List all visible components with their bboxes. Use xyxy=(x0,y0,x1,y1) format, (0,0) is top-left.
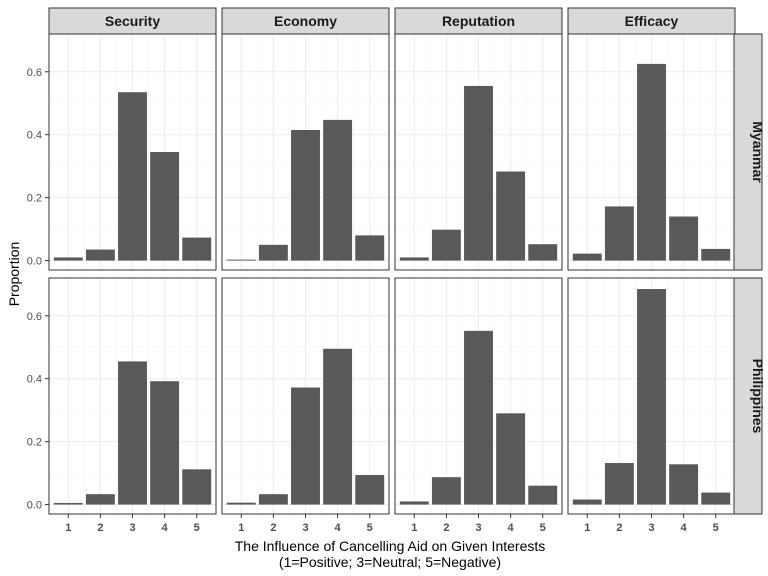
x-tick-label: 2 xyxy=(616,522,622,534)
x-tick-label: 3 xyxy=(648,522,654,534)
column-strip-reputation xyxy=(394,7,563,35)
bar-philippines-efficacy-5 xyxy=(701,492,731,505)
bar-myanmar-reputation-5 xyxy=(528,244,558,261)
y-tick-label: 0.4 xyxy=(27,374,42,386)
bar-myanmar-security-1 xyxy=(53,257,83,261)
panel-myanmar-efficacy xyxy=(567,33,736,271)
bar-myanmar-efficacy-4 xyxy=(669,216,699,261)
bar-philippines-security-3 xyxy=(118,361,147,505)
x-tick-label: 1 xyxy=(65,522,71,534)
panel-philippines-security xyxy=(48,277,217,515)
bar-philippines-security-2 xyxy=(85,494,115,505)
bar-philippines-security-5 xyxy=(182,469,212,505)
y-tick-label: 0.0 xyxy=(27,256,42,268)
x-axis-title-line1: The Influence of Cancelling Aid on Given… xyxy=(235,538,546,554)
column-strip-efficacy xyxy=(567,7,736,35)
strips-layer: Security Economy Reputation Efficacy Myanmar… xyxy=(48,7,766,515)
bar-philippines-reputation-1 xyxy=(399,501,429,505)
panel-myanmar-reputation xyxy=(394,33,563,271)
x-tick-label: 2 xyxy=(270,522,276,534)
x-tick-label: 2 xyxy=(97,522,103,534)
x-tick-label: 4 xyxy=(681,522,688,534)
bar-philippines-reputation-3 xyxy=(464,330,493,505)
y-tick-label: 0.2 xyxy=(27,437,42,449)
column-strip-security xyxy=(48,7,217,35)
column-strip-label-economy: Economy xyxy=(274,13,337,29)
bar-philippines-efficacy-1 xyxy=(572,499,602,505)
x-tick-label: 4 xyxy=(162,522,169,534)
bar-philippines-reputation-4 xyxy=(496,413,526,505)
bar-myanmar-economy-2 xyxy=(258,244,288,261)
panel-myanmar-security xyxy=(48,33,217,271)
column-strip-label-security: Security xyxy=(105,13,160,29)
bar-myanmar-efficacy-3 xyxy=(637,63,666,261)
column-strip-label-efficacy: Efficacy xyxy=(625,13,679,29)
panel-myanmar-economy xyxy=(221,33,390,271)
bar-philippines-reputation-5 xyxy=(528,485,558,505)
y-tick-label: 0.4 xyxy=(27,130,42,142)
x-tick-label: 1 xyxy=(411,522,417,534)
bar-myanmar-security-3 xyxy=(118,92,147,261)
row-strip-label-myanmar: Myanmar xyxy=(750,121,766,183)
x-axis-title-line2: (1=Positive; 3=Neutral; 5=Negative) xyxy=(279,554,501,570)
bar-myanmar-economy-1 xyxy=(226,259,256,261)
x-tick-label: 5 xyxy=(194,522,200,534)
y-axis-title: Proportion xyxy=(6,242,22,307)
bar-myanmar-reputation-3 xyxy=(464,85,493,261)
panels-layer xyxy=(48,33,736,515)
bar-philippines-economy-4 xyxy=(323,348,353,505)
bar-myanmar-reputation-2 xyxy=(431,229,461,261)
bar-philippines-economy-2 xyxy=(258,494,288,505)
bar-myanmar-economy-4 xyxy=(323,119,353,261)
bar-myanmar-reputation-4 xyxy=(496,171,526,261)
bar-myanmar-efficacy-1 xyxy=(572,253,602,261)
axes-layer: 0.0 0.2 0.4 0.6 0.0 0.2 0.4 0.6 1 2 3 4 5 1 2 3 4 5 1 2 3 4 5 1… xyxy=(27,67,719,534)
column-strip-label-reputation: Reputation xyxy=(442,13,515,29)
bar-myanmar-security-4 xyxy=(150,152,180,261)
panel-philippines-reputation xyxy=(394,277,563,515)
x-tick-label: 3 xyxy=(475,522,481,534)
bar-philippines-security-4 xyxy=(150,381,180,505)
panel-philippines-economy xyxy=(221,277,390,515)
column-strip-economy xyxy=(221,7,390,35)
bar-philippines-economy-5 xyxy=(355,474,385,505)
bar-myanmar-reputation-1 xyxy=(399,257,429,261)
x-tick-label: 5 xyxy=(540,522,546,534)
x-tick-label: 2 xyxy=(443,522,449,534)
bar-myanmar-security-5 xyxy=(182,237,212,261)
bar-myanmar-economy-5 xyxy=(355,235,385,261)
bar-myanmar-security-2 xyxy=(85,249,115,261)
y-tick-label: 0.0 xyxy=(27,500,42,512)
row-strip-label-philippines: Philippines xyxy=(750,359,766,434)
bar-philippines-economy-1 xyxy=(226,502,256,505)
y-tick-label: 0.2 xyxy=(27,193,42,205)
bar-philippines-economy-3 xyxy=(291,387,320,505)
x-tick-label: 4 xyxy=(335,522,342,534)
panel-philippines-efficacy xyxy=(567,277,736,515)
x-tick-label: 4 xyxy=(508,522,515,534)
bar-myanmar-economy-3 xyxy=(291,129,320,261)
bar-philippines-security-1 xyxy=(53,502,83,505)
x-tick-label: 5 xyxy=(367,522,373,534)
bar-philippines-reputation-2 xyxy=(431,477,461,505)
bar-myanmar-efficacy-5 xyxy=(701,248,731,261)
x-tick-label: 1 xyxy=(584,522,590,534)
x-tick-label: 3 xyxy=(302,522,308,534)
x-tick-label: 5 xyxy=(713,522,719,534)
x-tick-label: 1 xyxy=(238,522,244,534)
bar-myanmar-efficacy-2 xyxy=(604,206,634,261)
bar-philippines-efficacy-3 xyxy=(637,289,666,505)
x-tick-label: 3 xyxy=(129,522,135,534)
bar-philippines-efficacy-4 xyxy=(669,464,699,505)
bar-philippines-efficacy-2 xyxy=(604,463,634,505)
row-strip-philippines xyxy=(733,277,763,515)
row-strip-myanmar xyxy=(733,33,763,271)
y-tick-label: 0.6 xyxy=(27,311,42,323)
y-tick-label: 0.6 xyxy=(27,67,42,79)
